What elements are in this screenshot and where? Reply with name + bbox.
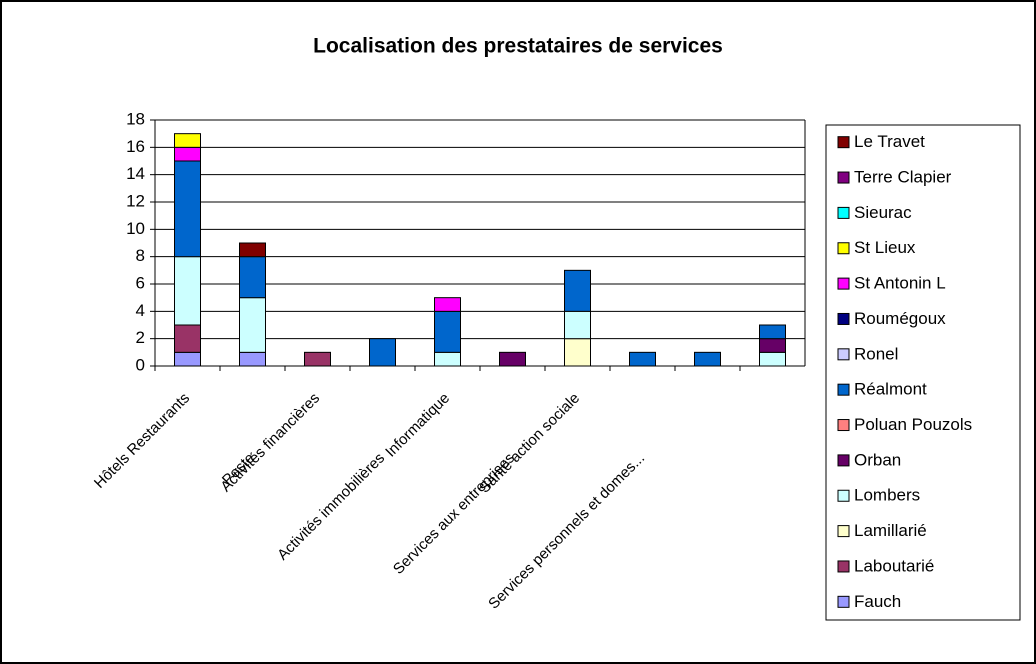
bar-segment bbox=[434, 297, 461, 312]
bar-segment bbox=[629, 351, 656, 367]
legend-swatch bbox=[837, 348, 850, 361]
legend-swatch bbox=[837, 560, 850, 573]
legend-box bbox=[825, 124, 1021, 621]
bar-segment bbox=[174, 351, 201, 367]
chart-title: Localisation des prestataires de service… bbox=[313, 35, 723, 58]
legend-label: Orban bbox=[854, 450, 901, 469]
legend-swatch bbox=[837, 419, 850, 432]
y-tick-label: 12 bbox=[126, 191, 145, 210]
legend-label: Réalmont bbox=[854, 380, 927, 399]
legend-label: Lamillarié bbox=[854, 521, 927, 540]
legend-label: Ronel bbox=[854, 344, 898, 363]
bar-segment bbox=[759, 338, 786, 353]
bar-segment bbox=[174, 133, 201, 148]
y-tick-label: 10 bbox=[126, 219, 145, 238]
bar-segment bbox=[434, 351, 461, 367]
legend-swatch bbox=[837, 383, 850, 396]
legend-swatch bbox=[837, 206, 850, 219]
legend-label: Lombers bbox=[854, 486, 920, 505]
bar-segment bbox=[239, 297, 266, 353]
legend-swatch bbox=[837, 454, 850, 467]
bar-segment bbox=[434, 310, 461, 353]
legend-label: St Lieux bbox=[854, 238, 916, 257]
bar-segment bbox=[369, 338, 396, 367]
bar-segment bbox=[564, 310, 591, 340]
bar-segment bbox=[694, 351, 721, 367]
legend-label: Roumégoux bbox=[854, 309, 946, 328]
legend-label: Laboutarié bbox=[854, 556, 934, 575]
y-tick-label: 4 bbox=[136, 301, 145, 320]
bar-segment bbox=[174, 146, 201, 162]
y-tick-label: 16 bbox=[126, 137, 145, 156]
legend-swatch bbox=[837, 489, 850, 502]
legend-swatch bbox=[837, 277, 850, 290]
bar-segment bbox=[564, 338, 591, 367]
legend-label: St Antonin L bbox=[854, 274, 946, 293]
bar-segment bbox=[239, 351, 266, 367]
bar-segment bbox=[759, 324, 786, 340]
legend-swatch bbox=[837, 136, 850, 149]
y-tick-label: 6 bbox=[136, 273, 145, 292]
legend-label: Poluan Pouzols bbox=[854, 415, 972, 434]
bar-segment bbox=[239, 242, 266, 258]
legend-swatch bbox=[837, 312, 850, 325]
bar-segment bbox=[239, 256, 266, 299]
legend-label: Sieurac bbox=[854, 203, 912, 222]
legend-swatch bbox=[837, 242, 850, 255]
legend-swatch bbox=[837, 595, 850, 608]
y-tick-label: 8 bbox=[136, 246, 145, 265]
legend-label: Fauch bbox=[854, 592, 901, 611]
y-tick-label: 0 bbox=[136, 355, 145, 374]
legend-label: Terre Clapier bbox=[854, 168, 952, 187]
bar-segment bbox=[174, 256, 201, 326]
bar-segment bbox=[174, 160, 201, 258]
bar-segment bbox=[304, 351, 331, 367]
y-tick-label: 18 bbox=[126, 109, 145, 128]
bar-segment bbox=[174, 324, 201, 353]
bar-segment bbox=[759, 351, 786, 367]
legend-swatch bbox=[837, 525, 850, 538]
bar-segment bbox=[499, 351, 526, 367]
legend-label: Le Travet bbox=[854, 132, 925, 151]
y-tick-label: 14 bbox=[126, 164, 145, 183]
legend-swatch bbox=[837, 171, 850, 184]
bar-segment bbox=[564, 269, 591, 312]
y-tick-label: 2 bbox=[136, 328, 145, 347]
